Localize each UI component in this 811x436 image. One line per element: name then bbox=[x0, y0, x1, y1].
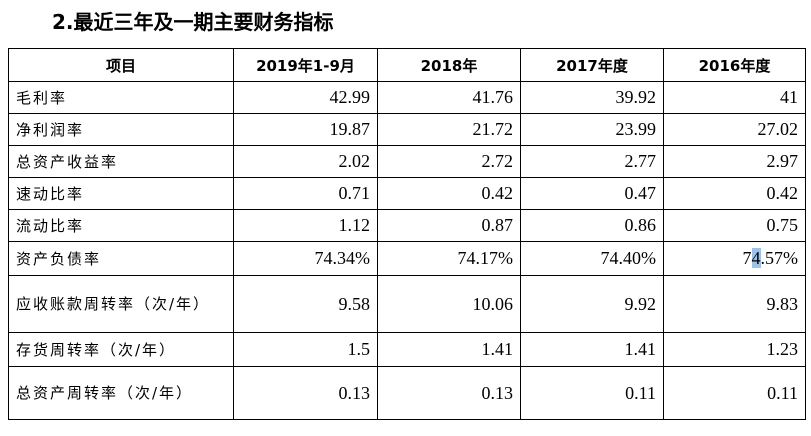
table-row: 毛利率 42.99 41.76 39.92 41 bbox=[8, 81, 806, 114]
cell-value: 0.13 bbox=[233, 366, 378, 420]
cell-value: 74.17% bbox=[377, 241, 521, 276]
header-2018: 2018年 bbox=[377, 48, 521, 82]
cell-value: 41 bbox=[663, 81, 806, 114]
table-row: 流动比率 1.12 0.87 0.86 0.75 bbox=[8, 209, 806, 242]
cell-value: 0.13 bbox=[377, 366, 521, 420]
cell-value: 1.41 bbox=[520, 332, 664, 367]
table-row: 总资产周转率（次/年） 0.13 0.13 0.11 0.11 bbox=[8, 366, 806, 420]
row-label: 应收账款周转率（次/年） bbox=[8, 275, 234, 333]
table-header-row: 项目 2019年1-9月 2018年 2017年度 2016年度 bbox=[8, 48, 806, 82]
cell-value: 23.99 bbox=[520, 113, 664, 146]
table-row: 速动比率 0.71 0.42 0.47 0.42 bbox=[8, 177, 806, 210]
table-row: 应收账款周转率（次/年） 9.58 10.06 9.92 9.83 bbox=[8, 275, 806, 333]
cell-value: 1.5 bbox=[233, 332, 378, 367]
section-title: 2.最近三年及一期主要财务指标 bbox=[52, 10, 334, 34]
text-selection-highlight: 4 bbox=[751, 248, 761, 268]
table-row: 净利润率 19.87 21.72 23.99 27.02 bbox=[8, 113, 806, 146]
row-label: 存货周转率（次/年） bbox=[8, 332, 234, 367]
cell-value: 0.86 bbox=[520, 209, 664, 242]
row-label: 速动比率 bbox=[8, 177, 234, 210]
cell-value: 9.58 bbox=[233, 275, 378, 333]
cell-value: 74.34% bbox=[233, 241, 378, 276]
cell-value: 0.42 bbox=[663, 177, 806, 210]
header-2019-q1-q3: 2019年1-9月 bbox=[233, 48, 378, 82]
row-label: 资产负债率 bbox=[8, 241, 234, 276]
cell-value: 19.87 bbox=[233, 113, 378, 146]
cell-value: 0.71 bbox=[233, 177, 378, 210]
cell-value: 74.40% bbox=[520, 241, 664, 276]
cell-value: 2.02 bbox=[233, 145, 378, 178]
cell-value-selected[interactable]: 74.57% bbox=[663, 241, 806, 276]
cell-value: 9.83 bbox=[663, 275, 806, 333]
cell-value: 0.75 bbox=[663, 209, 806, 242]
cell-value: 0.47 bbox=[520, 177, 664, 210]
row-label: 毛利率 bbox=[8, 81, 234, 114]
row-label: 总资产收益率 bbox=[8, 145, 234, 178]
row-label: 总资产周转率（次/年） bbox=[8, 366, 234, 420]
cell-value: 2.97 bbox=[663, 145, 806, 178]
header-item: 项目 bbox=[8, 48, 234, 82]
cell-value: 10.06 bbox=[377, 275, 521, 333]
table-row: 资产负债率 74.34% 74.17% 74.40% 74.57% bbox=[8, 241, 806, 276]
cell-value: 0.42 bbox=[377, 177, 521, 210]
cell-value: 41.76 bbox=[377, 81, 521, 114]
header-2016: 2016年度 bbox=[663, 48, 806, 82]
cell-value: 27.02 bbox=[663, 113, 806, 146]
cell-value: 21.72 bbox=[377, 113, 521, 146]
cell-value: 9.92 bbox=[520, 275, 664, 333]
cell-value: 1.12 bbox=[233, 209, 378, 242]
cell-value: 2.77 bbox=[520, 145, 664, 178]
cell-value: 1.23 bbox=[663, 332, 806, 367]
table-row: 总资产收益率 2.02 2.72 2.77 2.97 bbox=[8, 145, 806, 178]
cell-value: 0.87 bbox=[377, 209, 521, 242]
cell-value: 1.41 bbox=[377, 332, 521, 367]
cell-value: 39.92 bbox=[520, 81, 664, 114]
cell-value: 42.99 bbox=[233, 81, 378, 114]
header-2017: 2017年度 bbox=[520, 48, 664, 82]
row-label: 净利润率 bbox=[8, 113, 234, 146]
cell-value: 0.11 bbox=[520, 366, 664, 420]
financial-indicators-table: 项目 2019年1-9月 2018年 2017年度 2016年度 毛利率 42.… bbox=[8, 48, 806, 420]
table-row: 存货周转率（次/年） 1.5 1.41 1.41 1.23 bbox=[8, 332, 806, 367]
row-label: 流动比率 bbox=[8, 209, 234, 242]
cell-value: 0.11 bbox=[663, 366, 806, 420]
cell-value: 2.72 bbox=[377, 145, 521, 178]
